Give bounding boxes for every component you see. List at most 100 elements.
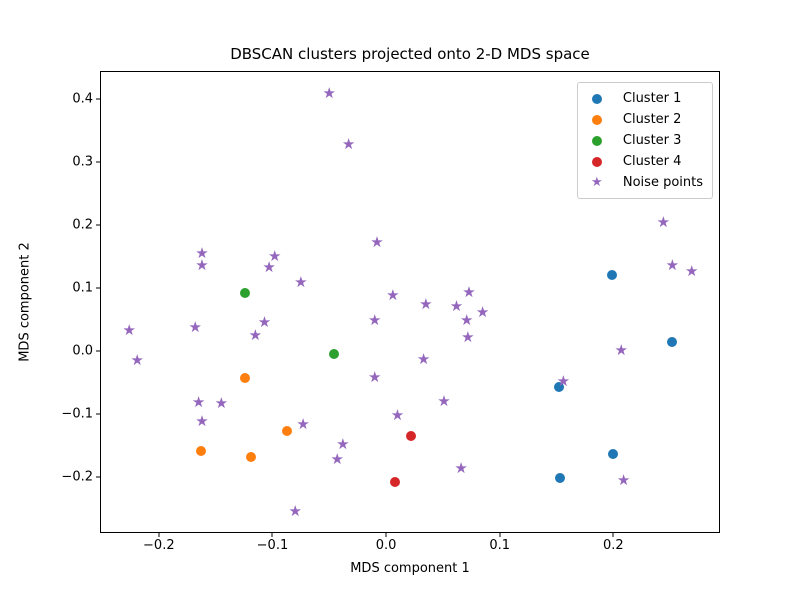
legend-item-cluster-2: Cluster 2 [585,109,703,130]
legend-marker [591,156,602,167]
y-axis-label: MDS component 2 [17,242,33,362]
legend: Cluster 1 Cluster 2 Cluster 3 Cluster 4 ★ Noi… [576,82,713,199]
scatter-point-noise-points: ★ [437,392,451,411]
scatter-point-noise-points: ★ [214,393,229,412]
scatter-point-cluster-1 [554,473,565,484]
legend-marker [591,93,602,104]
x-tick-label: 0.0 [375,538,397,553]
scatter-point-noise-points: ★ [475,302,490,321]
y-tick-label: 0.0 [72,343,93,359]
scatter-point-cluster-4 [390,476,401,487]
scatter-point-noise-points: ★ [122,321,137,340]
y-tick-label: 0.4 [72,91,93,107]
scatter-point-noise-points: ★ [656,212,671,231]
legend-label: Cluster 2 [622,112,682,127]
y-tick-label: 0.2 [72,217,93,233]
legend-item-cluster-3: Cluster 3 [585,130,703,151]
scatter-point-cluster-1 [608,448,619,459]
y-tick-label: −0.1 [61,406,93,422]
scatter-point-noise-points: ★ [367,311,382,330]
circle-marker-icon [585,156,609,167]
legend-item-noise-points: ★ Noise points [585,172,703,193]
scatter-point-noise-points: ★ [191,392,206,411]
scatter-point-noise-points: ★ [556,371,571,390]
legend-label: Cluster 3 [622,133,682,148]
scatter-point-noise-points: ★ [616,471,631,490]
scatter-point-noise-points: ★ [449,297,464,316]
scatter-point-noise-points: ★ [419,295,433,314]
scatter-point-cluster-2 [195,446,206,456]
plot-area: −0.2 −0.1 0.0 0.1 0.2 −0.2 −0.1 0.0 0.1 0.2 0.3 0.4… [61,71,720,553]
scatter-point-noise-points: ★ [684,261,699,280]
scatter-point-noise-points: ★ [195,255,209,274]
scatter-point-cluster-1 [607,269,618,280]
x-tick-mark [499,533,501,537]
legend-marker [591,135,602,146]
circle-marker-icon [585,114,609,125]
star-icon: ★ [585,176,609,189]
scatter-point-cluster-2 [240,372,251,383]
scatter-point-noise-points: ★ [257,312,272,331]
scatter-point-noise-points: ★ [336,435,350,454]
scatter-point-noise-points: ★ [288,502,302,521]
scatter-point-cluster-3 [240,288,251,299]
scatter-point-noise-points: ★ [390,405,405,424]
y-tick-mark [96,224,100,226]
chart-title: DBSCAN clusters projected onto 2-D MDS s… [230,45,590,63]
y-tick-label: −0.2 [61,469,93,485]
legend-marker: ★ [591,175,603,190]
circle-marker-icon [585,135,609,146]
circle-marker-icon [585,93,609,104]
x-tick-label: 0.2 [602,538,624,553]
x-axis-label: MDS component 1 [350,561,470,576]
scatter-point-cluster-1 [553,382,564,393]
x-tick-mark [271,533,273,537]
scatter-point-noise-points: ★ [296,415,310,434]
y-tick-mark [96,413,100,415]
scatter-point-noise-points: ★ [460,311,474,330]
scatter-point-noise-points: ★ [130,350,144,369]
y-tick-mark [96,476,100,478]
legend-label: Cluster 4 [622,154,682,169]
y-tick-mark [96,98,100,100]
x-tick-label: −0.2 [143,538,175,553]
scatter-point-noise-points: ★ [195,244,209,263]
scatter-point-noise-points: ★ [294,273,308,292]
scatter-point-cluster-1 [667,336,678,347]
scatter-point-noise-points: ★ [195,411,209,430]
scatter-point-noise-points: ★ [370,232,384,251]
x-tick-mark [385,533,387,537]
legend-label: Cluster 1 [622,91,682,106]
scatter-point-noise-points: ★ [267,246,282,265]
scatter-point-noise-points: ★ [330,450,344,469]
scatter-point-noise-points: ★ [341,135,356,154]
legend-marker [591,114,602,125]
y-tick-mark [96,350,100,352]
x-tick-mark [612,533,614,537]
scatter-point-noise-points: ★ [462,283,476,302]
scatter-point-noise-points: ★ [386,285,400,304]
scatter-point-cluster-2 [245,451,256,462]
y-tick-label: 0.3 [72,154,93,170]
scatter-point-noise-points: ★ [367,367,382,386]
scatter-point-noise-points: ★ [262,258,276,277]
x-tick-label: 0.1 [489,538,511,553]
y-tick-label: 0.1 [72,280,93,296]
x-tick-mark [158,533,160,537]
legend-label: Noise points [622,175,703,190]
scatter-point-noise-points: ★ [416,349,431,368]
x-tick-label: −0.1 [256,538,289,553]
scatter-point-noise-points: ★ [188,317,202,336]
y-tick-mark [96,161,100,163]
scatter-point-noise-points: ★ [322,84,336,103]
y-tick-mark [96,287,100,289]
scatter-point-cluster-3 [328,348,339,359]
scatter-point-noise-points: ★ [454,458,468,477]
scatter-point-noise-points: ★ [665,255,680,274]
scatter-point-cluster-2 [282,426,293,437]
legend-item-cluster-4: Cluster 4 [585,151,703,172]
scatter-point-noise-points: ★ [248,325,263,344]
scatter-point-noise-points: ★ [614,340,629,359]
scatter-point-noise-points: ★ [461,327,475,346]
